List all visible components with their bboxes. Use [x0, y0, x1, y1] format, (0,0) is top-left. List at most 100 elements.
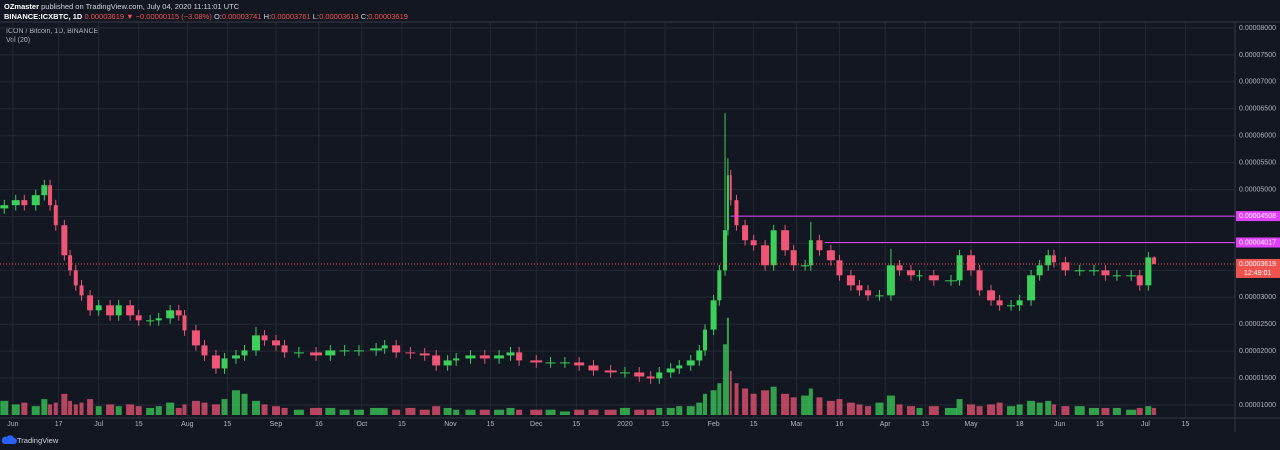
volume-bar: [293, 409, 304, 415]
volume-bar: [703, 393, 708, 415]
candle-body: [634, 372, 645, 377]
candle-body: [241, 350, 248, 356]
candle-body: [846, 275, 855, 286]
candle-body: [656, 372, 663, 379]
volume-bar: [68, 400, 73, 415]
candle-body: [604, 370, 617, 373]
volume-bar: [896, 404, 903, 415]
volume-bar: [604, 409, 617, 415]
volume-bar: [339, 409, 350, 415]
candle-body: [339, 350, 350, 352]
candle-body: [494, 355, 505, 359]
volume-bar: [419, 409, 430, 415]
symbol: BINANCE:ICXBTC, 1D: [4, 12, 83, 21]
brand[interactable]: TradingView: [17, 436, 59, 445]
x-tick-label: May: [964, 421, 978, 428]
x-tick-label: 18: [1016, 421, 1024, 428]
volume-bar: [717, 383, 722, 415]
volume-bar: [967, 404, 976, 415]
volume-bar: [619, 407, 630, 415]
volume-bar: [221, 399, 228, 415]
x-tick-label: 16: [315, 421, 323, 428]
y-tick-label: 0.00006500: [1239, 106, 1276, 113]
candle-body: [1061, 262, 1070, 271]
candle-body: [353, 350, 364, 352]
candle-body: [967, 255, 976, 271]
x-tick-label: Apr: [880, 421, 892, 428]
candle-body: [1036, 265, 1043, 276]
price-box-label: 0.00004508: [1239, 213, 1276, 220]
volume-bar: [41, 399, 48, 415]
volume-bar: [726, 317, 729, 415]
candle-body: [506, 352, 515, 356]
candle-body: [886, 265, 895, 296]
candle-body: [201, 345, 208, 356]
volume-bar: [146, 407, 155, 415]
candle-body: [703, 329, 708, 351]
candle-body: [742, 225, 749, 241]
candle-body: [1088, 270, 1100, 272]
volume-bar: [1136, 407, 1143, 415]
volume-bar: [729, 370, 732, 415]
volume-bar: [826, 400, 835, 415]
candle-body: [370, 348, 383, 351]
x-tick-label: 15: [572, 421, 580, 428]
volume-bar: [1045, 400, 1052, 415]
candle-body: [479, 355, 490, 359]
ohlc-key: O:: [213, 12, 222, 21]
candle-body: [588, 365, 599, 371]
candle-body: [432, 355, 441, 366]
volume-bar: [1016, 404, 1023, 415]
volume-bar: [126, 404, 135, 415]
candle-body: [916, 275, 923, 277]
volume-bar: [48, 404, 53, 415]
volume-bar: [1126, 409, 1137, 415]
volume-bar: [191, 400, 200, 415]
ohlc-value: 0.00003613: [319, 12, 359, 21]
volume-bar: [1088, 407, 1100, 415]
candle-body: [1027, 275, 1036, 301]
x-tick-label: Jul: [94, 421, 103, 428]
volume-bar: [251, 400, 260, 415]
volume-bar: [976, 406, 983, 415]
volume-bar: [73, 404, 78, 415]
volume-bar: [175, 407, 182, 415]
y-tick-label: 0.00007000: [1239, 79, 1276, 86]
candle-body: [696, 350, 703, 361]
volume-bar: [761, 390, 770, 415]
candle-body: [106, 305, 115, 316]
candle-body: [175, 310, 182, 316]
volume-bar: [310, 407, 323, 415]
ohlc-key: H:: [263, 12, 272, 21]
price-box: [1236, 237, 1280, 248]
candle-body: [251, 335, 260, 351]
candle-body: [115, 305, 122, 316]
candle-body: [865, 290, 872, 296]
volume-bar: [944, 407, 957, 415]
volume-bar: [723, 344, 728, 415]
candle-body: [987, 290, 996, 301]
candle-body: [574, 362, 585, 366]
candle-body: [182, 315, 187, 331]
grid: [0, 22, 1235, 418]
candle-body: [79, 285, 84, 296]
volume-bar: [241, 393, 248, 415]
candle-body: [281, 345, 288, 353]
volume-bar: [479, 409, 490, 415]
volume-bar: [875, 402, 884, 415]
y-tick-label: 0.00002500: [1239, 321, 1276, 328]
volume-bar: [1152, 407, 1157, 415]
volume-bar: [686, 406, 695, 415]
candle-body: [21, 200, 28, 206]
candle-body: [61, 225, 68, 256]
volume-bar: [545, 409, 556, 415]
volume-bar: [271, 406, 281, 415]
volume-bar: [135, 406, 142, 415]
volume-bar: [325, 407, 336, 415]
volume-bar: [231, 390, 240, 415]
volume-bar: [588, 409, 599, 415]
volume-bar: [392, 409, 401, 415]
candle-body: [761, 245, 770, 266]
